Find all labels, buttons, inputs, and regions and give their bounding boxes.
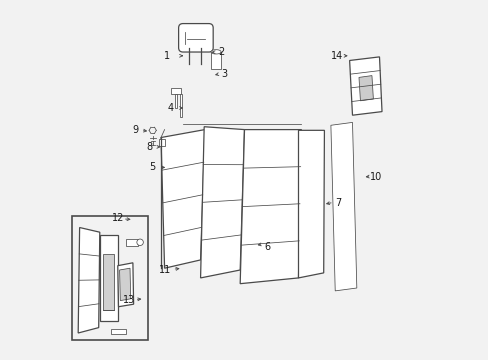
FancyBboxPatch shape <box>178 23 213 52</box>
Polygon shape <box>120 268 130 301</box>
Text: 12: 12 <box>111 213 124 223</box>
Polygon shape <box>171 88 181 94</box>
Polygon shape <box>100 235 118 321</box>
Text: 2: 2 <box>218 47 224 57</box>
Text: 5: 5 <box>149 162 156 172</box>
Text: 7: 7 <box>334 198 341 208</box>
Text: 11: 11 <box>159 265 171 275</box>
Polygon shape <box>118 263 133 307</box>
Polygon shape <box>240 130 301 284</box>
Text: 8: 8 <box>146 142 153 152</box>
Text: 9: 9 <box>132 125 138 135</box>
Polygon shape <box>298 130 324 278</box>
Polygon shape <box>200 127 244 278</box>
Text: 14: 14 <box>330 51 343 61</box>
Polygon shape <box>103 254 114 310</box>
Polygon shape <box>330 122 356 291</box>
Polygon shape <box>78 228 100 333</box>
Polygon shape <box>179 94 182 117</box>
Polygon shape <box>349 57 381 115</box>
Polygon shape <box>174 94 177 108</box>
Text: 3: 3 <box>221 69 227 79</box>
Ellipse shape <box>211 50 221 54</box>
Polygon shape <box>211 52 221 69</box>
Ellipse shape <box>137 239 143 246</box>
Polygon shape <box>126 239 138 246</box>
Polygon shape <box>159 139 165 146</box>
Text: 10: 10 <box>369 172 381 182</box>
Text: 13: 13 <box>122 294 134 305</box>
Polygon shape <box>358 76 373 101</box>
Text: 4: 4 <box>167 103 173 113</box>
Text: 6: 6 <box>264 242 270 252</box>
Polygon shape <box>161 130 204 268</box>
Polygon shape <box>111 329 125 334</box>
Bar <box>72 216 148 340</box>
Text: 1: 1 <box>163 51 170 61</box>
